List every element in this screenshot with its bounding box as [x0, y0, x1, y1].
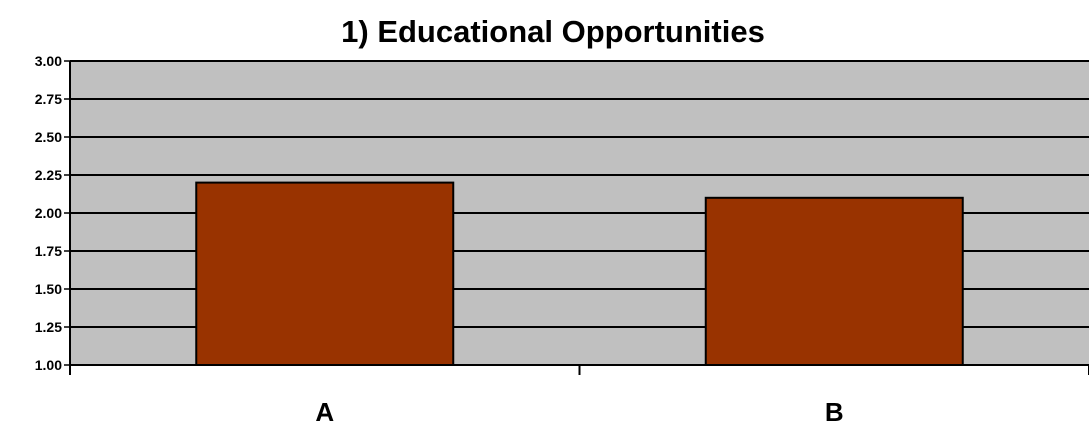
y-tick-label: 1.00: [35, 357, 62, 373]
x-tick-label: A: [315, 397, 334, 425]
y-tick-label: 1.75: [35, 243, 62, 259]
y-tick-label: 1.50: [35, 281, 62, 297]
y-tick-label: 2.50: [35, 129, 62, 145]
axes: [64, 60, 1089, 375]
y-tick-label: 2.25: [35, 167, 62, 183]
chart-title: 1) Educational Opportunities: [341, 14, 765, 49]
y-tick-label: 2.00: [35, 205, 62, 221]
bars: [195, 181, 964, 366]
y-tick-label: 2.75: [35, 91, 62, 107]
x-tick-label: B: [825, 397, 844, 425]
y-tick-label: 1.25: [35, 319, 62, 335]
bar-a: [195, 181, 455, 366]
bar-b: [704, 196, 964, 366]
y-tick-label: 3.00: [35, 53, 62, 69]
y-tick-labels: 1.00 1.25 1.50 1.75 2.00 2.25 2.50 2.75 3.00: [35, 53, 62, 373]
